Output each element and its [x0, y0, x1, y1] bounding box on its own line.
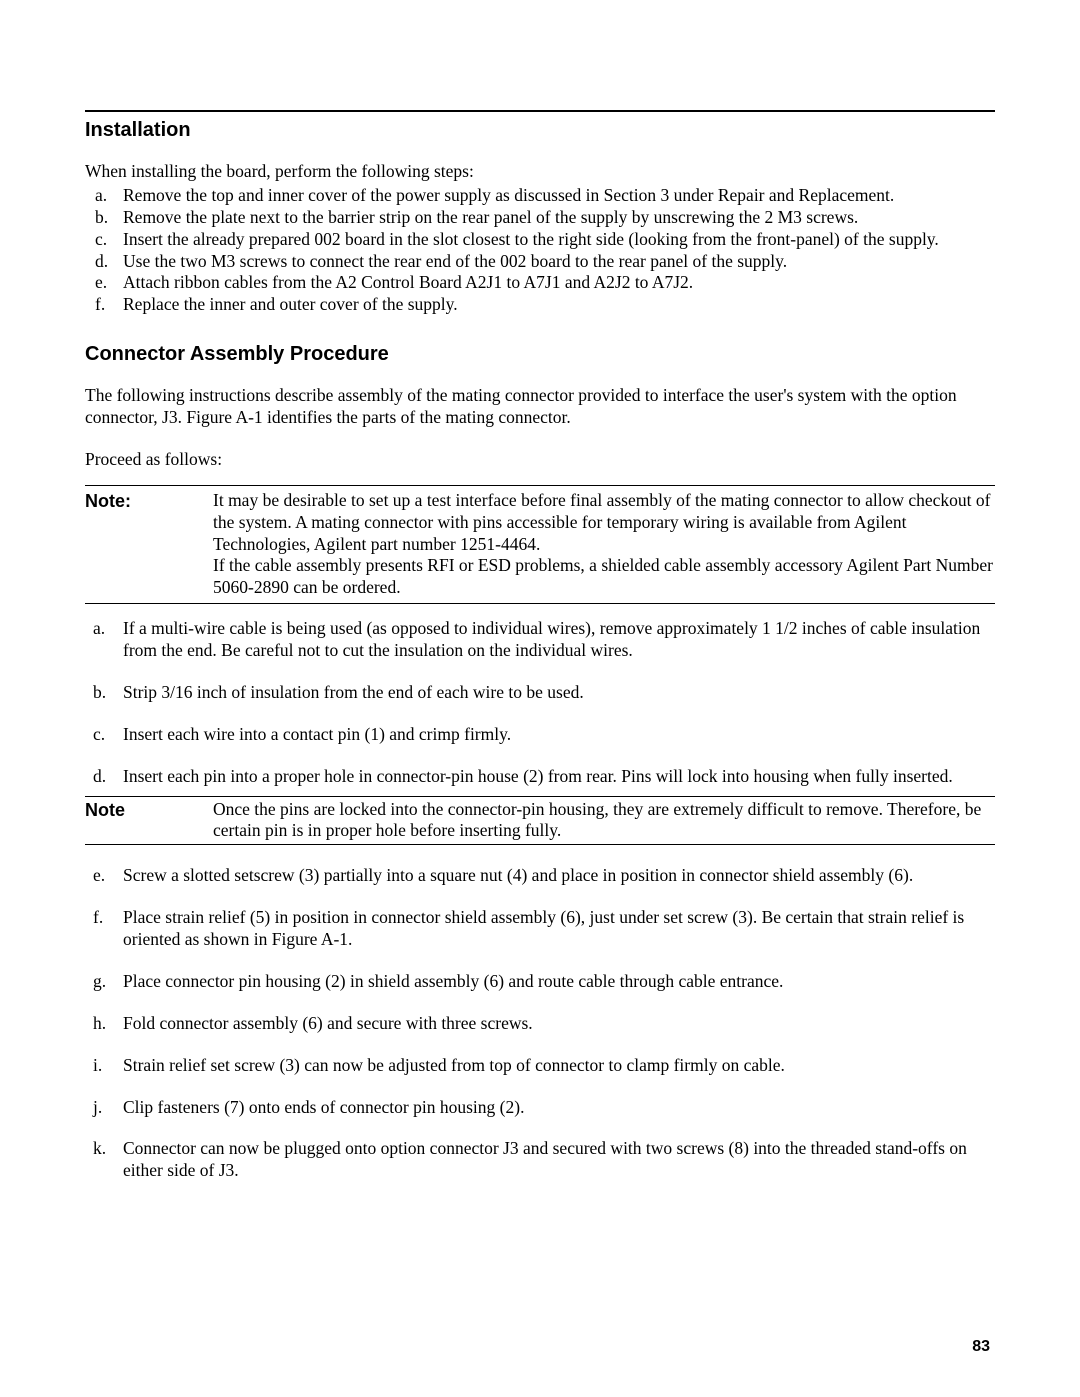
list-item: a.Remove the top and inner cover of the … [95, 185, 995, 207]
list-item: d.Insert each pin into a proper hole in … [93, 766, 995, 788]
list-text: Use the two M3 screws to connect the rea… [123, 251, 995, 273]
list-marker: g. [93, 971, 123, 993]
note-rule-bottom [85, 603, 995, 604]
list-marker: d. [93, 766, 123, 788]
list-marker: a. [95, 185, 123, 207]
list-item: h.Fold connector assembly (6) and secure… [93, 1013, 995, 1035]
list-text: Strain relief set screw (3) can now be a… [123, 1055, 995, 1077]
list-marker: d. [95, 251, 123, 273]
list-marker: c. [95, 229, 123, 251]
note-block-2: Note Once the pins are locked into the c… [85, 796, 995, 846]
list-item: b.Remove the plate next to the barrier s… [95, 207, 995, 229]
list-item: j.Clip fasteners (7) onto ends of connec… [93, 1097, 995, 1119]
list-text: Remove the plate next to the barrier str… [123, 207, 995, 229]
list-marker: e. [95, 272, 123, 294]
list-item: e.Attach ribbon cables from the A2 Contr… [95, 272, 995, 294]
list-text: Remove the top and inner cover of the po… [123, 185, 995, 207]
list-text: Connector can now be plugged onto option… [123, 1138, 995, 1182]
list-marker: c. [93, 724, 123, 746]
list-text: Insert each pin into a proper hole in co… [123, 766, 995, 788]
connector-steps-ek: e.Screw a slotted setscrew (3) partially… [93, 865, 995, 1182]
list-text: Screw a slotted setscrew (3) partially i… [123, 865, 995, 887]
installation-steps: a.Remove the top and inner cover of the … [95, 185, 995, 316]
list-marker: f. [95, 294, 123, 316]
connector-intro: The following instructions describe asse… [85, 385, 995, 429]
list-marker: a. [93, 618, 123, 662]
list-marker: j. [93, 1097, 123, 1119]
heading-connector: Connector Assembly Procedure [85, 342, 995, 367]
list-text: Place connector pin housing (2) in shiel… [123, 971, 995, 993]
list-item: f.Replace the inner and outer cover of t… [95, 294, 995, 316]
page-number: 83 [972, 1337, 990, 1357]
list-item: e.Screw a slotted setscrew (3) partially… [93, 865, 995, 887]
list-text: Strip 3/16 inch of insulation from the e… [123, 682, 995, 704]
list-marker: i. [93, 1055, 123, 1077]
note-rule-bottom [85, 844, 995, 845]
top-rule [85, 110, 995, 112]
note-text: Once the pins are locked into the connec… [213, 799, 995, 843]
list-text: Place strain relief (5) in position in c… [123, 907, 995, 951]
list-marker: b. [95, 207, 123, 229]
note-block-1: Note: It may be desirable to set up a te… [85, 485, 995, 604]
list-text: Insert the already prepared 002 board in… [123, 229, 995, 251]
list-item: c.Insert each wire into a contact pin (1… [93, 724, 995, 746]
proceed-text: Proceed as follows: [85, 449, 995, 471]
note-text: It may be desirable to set up a test int… [213, 490, 995, 599]
list-text: Fold connector assembly (6) and secure w… [123, 1013, 995, 1035]
list-text: Insert each wire into a contact pin (1) … [123, 724, 995, 746]
list-text: If a multi-wire cable is being used (as … [123, 618, 995, 662]
list-item: g.Place connector pin housing (2) in shi… [93, 971, 995, 993]
list-marker: k. [93, 1138, 123, 1182]
note-label: Note: [85, 490, 213, 599]
heading-installation: Installation [85, 118, 995, 143]
list-text: Clip fasteners (7) onto ends of connecto… [123, 1097, 995, 1119]
list-marker: b. [93, 682, 123, 704]
note-label: Note [85, 799, 213, 843]
list-text: Replace the inner and outer cover of the… [123, 294, 995, 316]
list-text: Attach ribbon cables from the A2 Control… [123, 272, 995, 294]
connector-steps-ad: a.If a multi-wire cable is being used (a… [93, 618, 995, 787]
list-marker: e. [93, 865, 123, 887]
list-item: i.Strain relief set screw (3) can now be… [93, 1055, 995, 1077]
list-item: c.Insert the already prepared 002 board … [95, 229, 995, 251]
list-item: b.Strip 3/16 inch of insulation from the… [93, 682, 995, 704]
list-marker: h. [93, 1013, 123, 1035]
list-item: d.Use the two M3 screws to connect the r… [95, 251, 995, 273]
list-item: a.If a multi-wire cable is being used (a… [93, 618, 995, 662]
list-item: f. Place strain relief (5) in position i… [93, 907, 995, 951]
installation-intro: When installing the board, perform the f… [85, 161, 995, 183]
list-marker: f. [93, 907, 123, 951]
list-item: k.Connector can now be plugged onto opti… [93, 1138, 995, 1182]
